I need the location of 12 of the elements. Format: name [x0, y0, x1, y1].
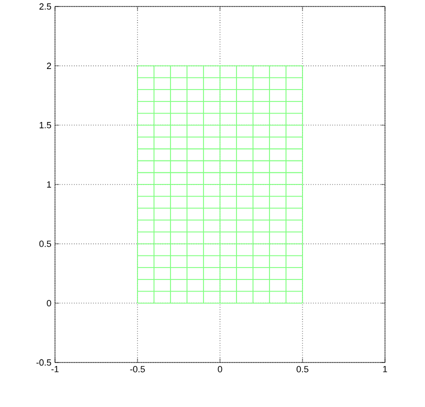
- y-tick-label: 0.5: [39, 240, 52, 247]
- y-tick-label: -0.5: [36, 359, 52, 366]
- x-tick-label: 1: [383, 366, 388, 372]
- y-tick-label: 2: [46, 62, 52, 69]
- y-tick-label: 1.5: [40, 122, 52, 128]
- x-tick-label: 0.5: [296, 366, 308, 372]
- y-tick-label: 1: [47, 181, 52, 188]
- x-tick-label: 0: [218, 366, 222, 372]
- x-tick-label: -1: [51, 366, 59, 372]
- x-tick-label: -0.5: [130, 366, 145, 372]
- y-tick-label: 0: [46, 300, 52, 306]
- y-tick-label: 2.5: [39, 3, 52, 10]
